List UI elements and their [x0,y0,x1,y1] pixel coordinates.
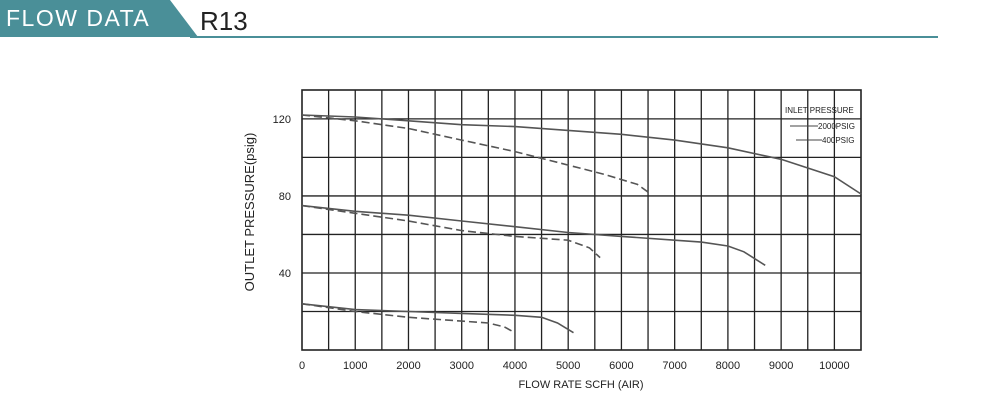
y-axis-label: OUTLET PRESSURE(psig) [242,133,257,292]
x-tick-label: 5000 [556,360,580,372]
legend-entry-400psig: 400PSIG [822,136,854,145]
section-title: FLOW DATA [6,5,151,31]
page-header: FLOW DATA R13 [0,0,1000,40]
x-tick-label: 8000 [716,360,740,372]
chart-legend: INLET PRESSURE 2000PSIG 400PSIG [785,106,855,145]
x-tick-label: 3000 [449,360,473,372]
curve-solid-0 [301,114,862,195]
x-tick-label: 9000 [769,360,793,372]
legend-title: INLET PRESSURE [785,106,854,115]
x-axis-label: FLOW RATE SCFH (AIR) [518,379,643,391]
curve-dashed-3 [301,204,601,259]
legend-entry-2000psig: 2000PSIG [818,122,855,131]
plot-border [301,89,862,351]
curve-solid-2 [301,204,766,266]
y-tick-labels: 40 80 120 [273,114,291,280]
model-name: R13 [200,6,248,36]
curve-dashed-1 [301,114,652,195]
curve-solid-4 [301,303,574,334]
x-tick-label: 4000 [503,360,527,372]
x-tick-label: 2000 [396,360,420,372]
x-tick-label: 1000 [343,360,367,372]
y-tick-label: 40 [279,268,291,280]
chart-grid [301,89,862,351]
x-tick-label: 0 [299,360,305,372]
x-tick-label: 10000 [819,360,850,372]
section-tab: FLOW DATA [0,0,198,37]
chart-curves [301,114,862,334]
curve-dashed-5 [301,303,516,334]
x-tick-labels: 0 1000 2000 3000 4000 5000 6000 7000 8000 9000 100… [299,360,850,372]
y-tick-label: 120 [273,114,291,126]
y-tick-label: 80 [279,191,291,203]
x-tick-label: 6000 [609,360,633,372]
header-divider [190,36,938,38]
x-tick-label: 7000 [662,360,686,372]
